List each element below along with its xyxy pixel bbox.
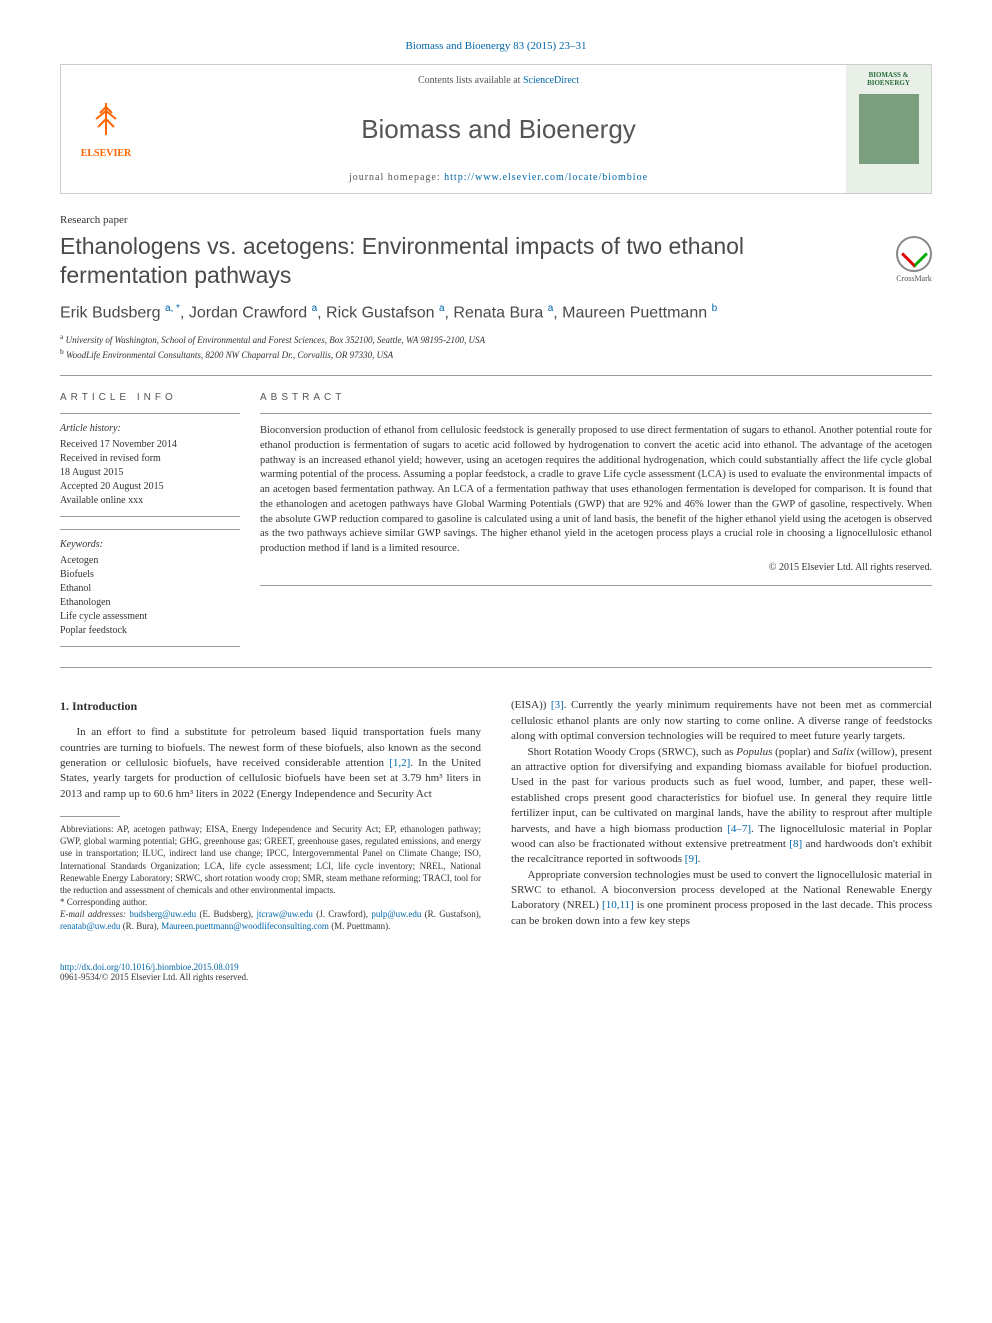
- journal-homepage-link[interactable]: http://www.elsevier.com/locate/biombioe: [444, 172, 648, 183]
- contents-prefix: Contents lists available at: [418, 75, 523, 86]
- history-label: Article history:: [60, 422, 240, 436]
- intro-paragraph-2: Short Rotation Woody Crops (SRWC), such …: [511, 745, 932, 868]
- history-line: Received in revised form: [60, 452, 240, 466]
- cover-image: [859, 94, 919, 164]
- issn-line: 0961-9534/© 2015 Elsevier Ltd. All right…: [60, 972, 932, 982]
- body-column-right: (EISA)) [3]. Currently the yearly minimu…: [511, 698, 932, 932]
- journal-name: Biomass and Bioenergy: [361, 114, 636, 145]
- elsevier-text: ELSEVIER: [81, 148, 132, 159]
- keywords-block: Keywords: Acetogen Biofuels Ethanol Etha…: [60, 529, 240, 647]
- cover-title: BIOMASS & BIOENERGY: [852, 71, 925, 88]
- copyright-line: © 2015 Elsevier Ltd. All rights reserved…: [260, 561, 932, 575]
- corresponding-author-footnote: * Corresponding author.: [60, 896, 481, 908]
- crossmark-label: CrossMark: [896, 274, 932, 283]
- contents-available: Contents lists available at ScienceDirec…: [418, 75, 579, 86]
- abbreviations-text: Abbreviations: AP, acetogen pathway; EIS…: [60, 824, 481, 895]
- top-citation: Biomass and Bioenergy 83 (2015) 23–31: [60, 40, 932, 52]
- abstract-column: ABSTRACT Bioconversion production of eth…: [260, 392, 932, 647]
- affiliation-a: a University of Washington, School of En…: [60, 332, 932, 347]
- history-line: Received 17 November 2014: [60, 438, 240, 452]
- affiliation-b: b WoodLife Environmental Consultants, 82…: [60, 347, 932, 362]
- intro-paragraph-1: In an effort to find a substitute for pe…: [60, 725, 481, 802]
- keyword: Poplar feedstock: [60, 624, 240, 638]
- history-line: 18 August 2015: [60, 466, 240, 480]
- intro-paragraph-1-cont: (EISA)) [3]. Currently the yearly minimu…: [511, 698, 932, 744]
- affiliations: a University of Washington, School of En…: [60, 332, 932, 361]
- keyword: Ethanol: [60, 582, 240, 596]
- journal-homepage-line: journal homepage: http://www.elsevier.co…: [349, 172, 648, 183]
- homepage-prefix: journal homepage:: [349, 172, 444, 183]
- abbreviations-footnote: Abbreviations: AP, acetogen pathway; EIS…: [60, 823, 481, 896]
- affiliation-b-text: WoodLife Environmental Consultants, 8200…: [66, 350, 393, 360]
- doi-line: http://dx.doi.org/10.1016/j.biombioe.201…: [60, 962, 932, 972]
- elsevier-tree-icon: [86, 99, 126, 144]
- article-title: Ethanologens vs. acetogens: Environmenta…: [60, 232, 876, 290]
- body-column-left: 1. Introduction In an effort to find a s…: [60, 698, 481, 932]
- crossmark-icon: [896, 236, 932, 272]
- journal-cover: BIOMASS & BIOENERGY: [846, 65, 931, 193]
- keyword: Biofuels: [60, 568, 240, 582]
- emails-label: E-mail addresses:: [60, 909, 126, 919]
- email-addresses-footnote: E-mail addresses: budsberg@uw.edu (E. Bu…: [60, 908, 481, 932]
- history-line: Accepted 20 August 2015: [60, 480, 240, 494]
- keyword: Acetogen: [60, 554, 240, 568]
- article-info-column: ARTICLE INFO Article history: Received 1…: [60, 392, 260, 647]
- intro-paragraph-3: Appropriate conversion technologies must…: [511, 868, 932, 930]
- affiliation-a-text: University of Washington, School of Envi…: [66, 335, 485, 345]
- abstract-body: Bioconversion production of ethanol from…: [260, 425, 932, 554]
- article-type: Research paper: [60, 214, 932, 226]
- history-line: Available online xxx: [60, 494, 240, 508]
- article-info-label: ARTICLE INFO: [60, 392, 240, 403]
- article-history: Article history: Received 17 November 20…: [60, 413, 240, 517]
- sciencedirect-link[interactable]: ScienceDirect: [523, 75, 579, 86]
- keyword: Ethanologen: [60, 596, 240, 610]
- journal-header: ELSEVIER Contents lists available at Sci…: [60, 64, 932, 194]
- abstract-label: ABSTRACT: [260, 392, 932, 403]
- abstract-text: Bioconversion production of ethanol from…: [260, 413, 932, 585]
- keywords-label: Keywords:: [60, 538, 240, 552]
- elsevier-logo: ELSEVIER: [61, 65, 151, 193]
- authors: Erik Budsberg a, *, Jordan Crawford a, R…: [60, 302, 932, 325]
- footnote-separator: [60, 816, 120, 817]
- crossmark-badge[interactable]: CrossMark: [896, 236, 932, 283]
- footnotes: Abbreviations: AP, acetogen pathway; EIS…: [60, 823, 481, 932]
- doi-link[interactable]: http://dx.doi.org/10.1016/j.biombioe.201…: [60, 962, 239, 972]
- keyword: Life cycle assessment: [60, 610, 240, 624]
- section-heading-1: 1. Introduction: [60, 698, 481, 715]
